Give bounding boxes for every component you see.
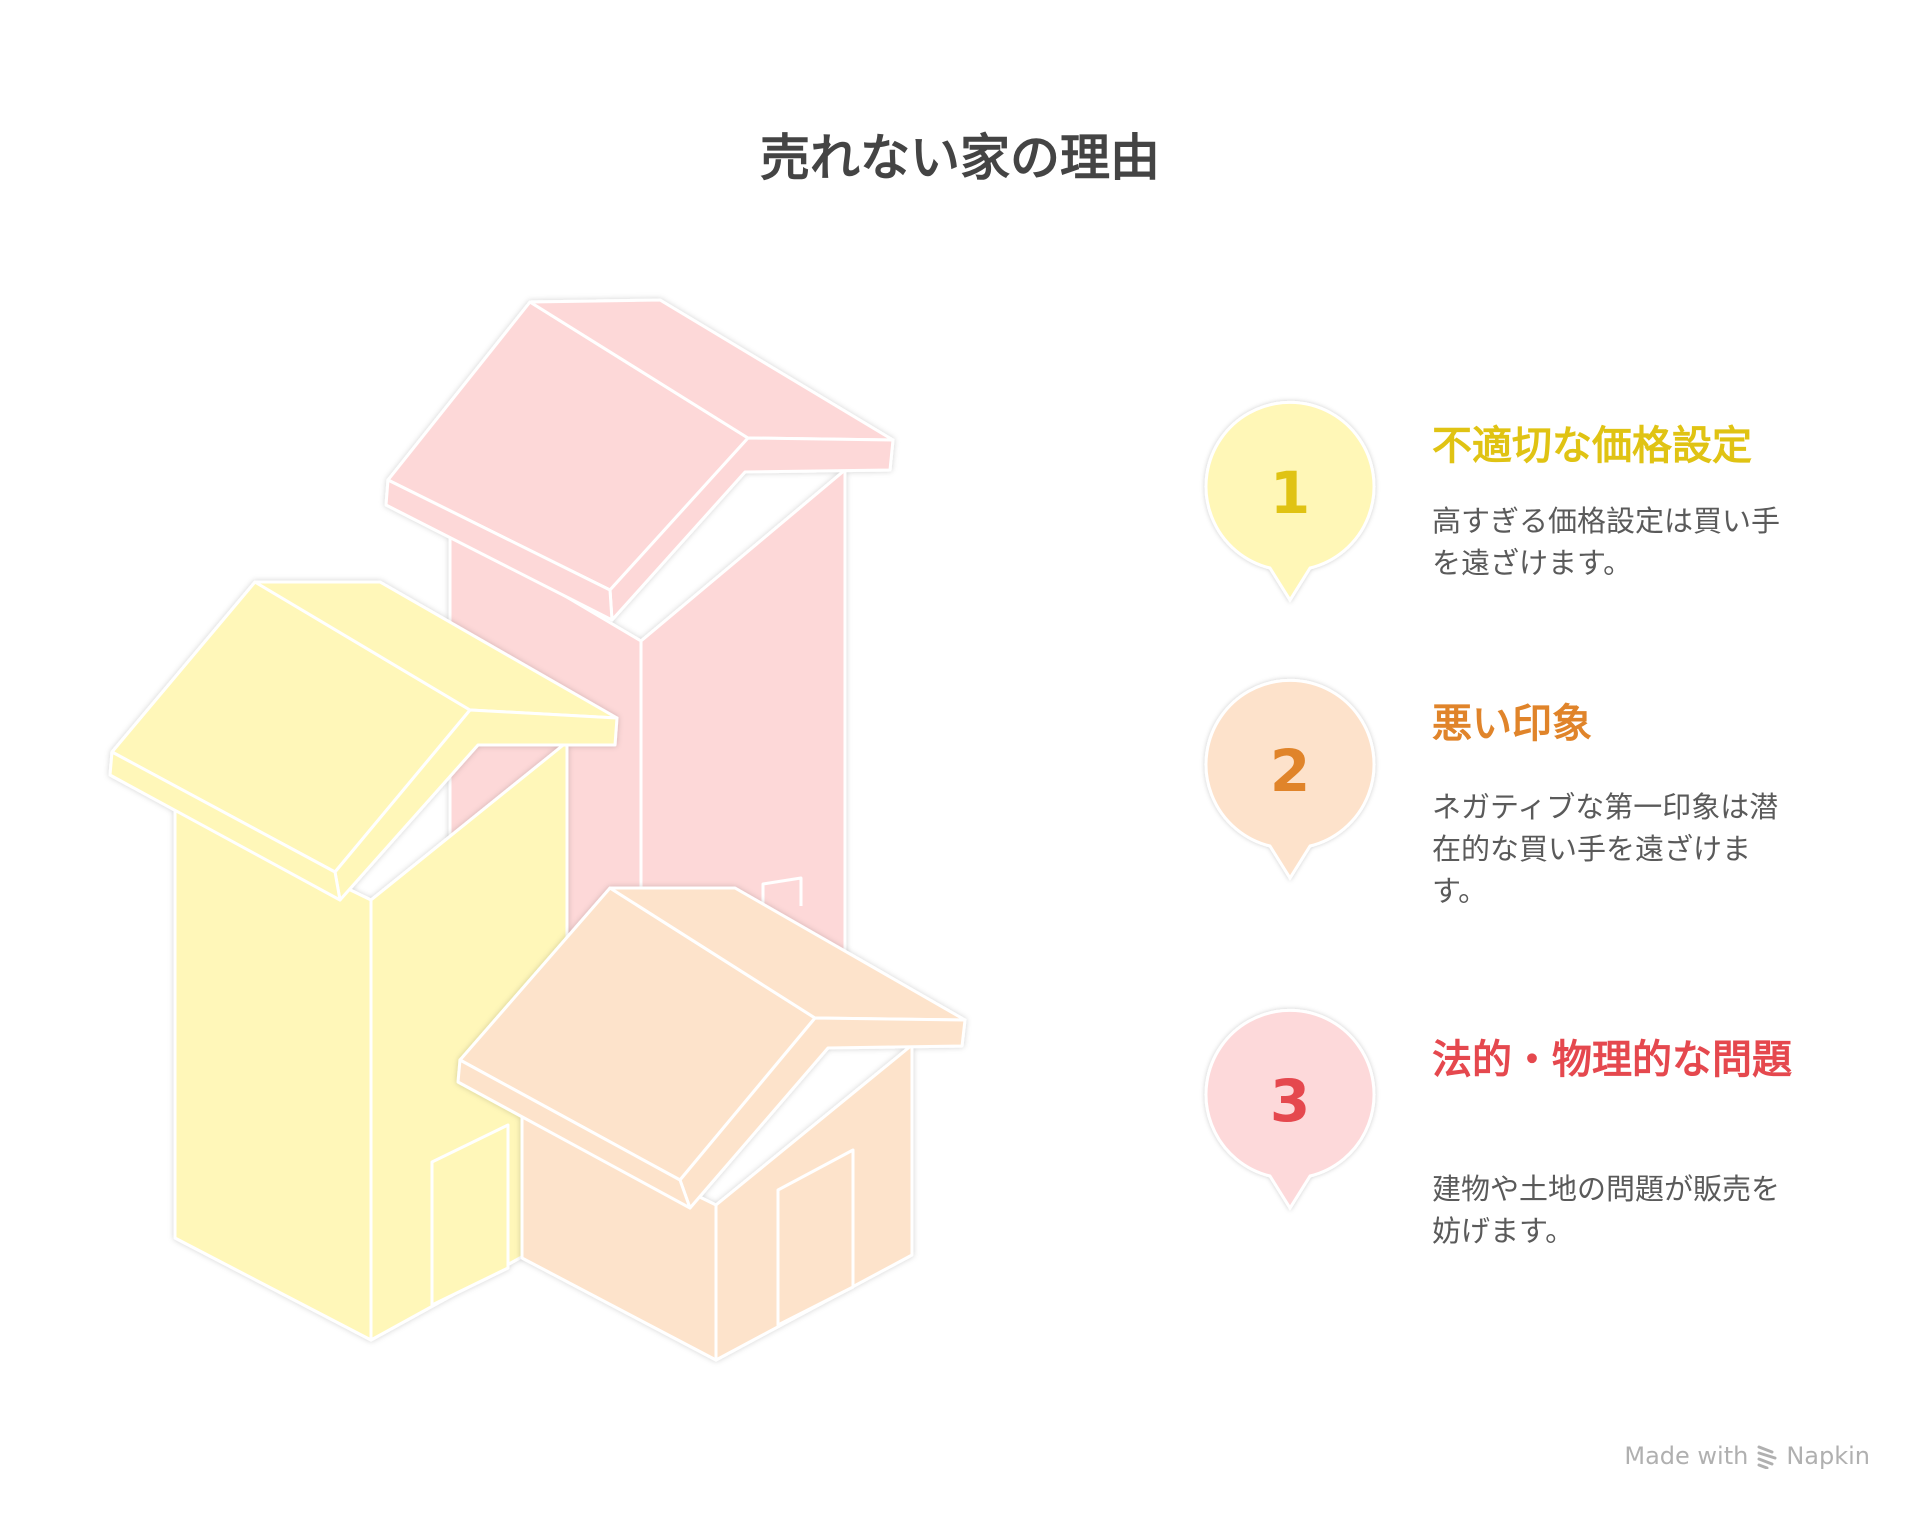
map-pin-icon — [1204, 400, 1376, 603]
item-description-1: 高すぎる価格設定は買い手を遠ざけます。 — [1432, 504, 1781, 580]
footer-brand: Napkin — [1786, 1442, 1870, 1470]
item-heading-3: 法的・物理的な問題 — [1432, 1037, 1792, 1083]
map-pin-icon — [1204, 1008, 1376, 1211]
map-pin-icon — [1204, 678, 1376, 881]
yellow-house — [108, 580, 619, 1342]
pin-number-1: 1 — [1269, 459, 1311, 527]
pin-1 — [1204, 400, 1376, 603]
item-description-3: 建物や土地の問題が販売を妨げます。 — [1432, 1172, 1781, 1248]
pin-2 — [1204, 678, 1376, 881]
item-heading-1: 不適切な価格設定 — [1432, 423, 1752, 469]
page-title: 売れない家の理由 — [760, 129, 1160, 187]
footer-attribution: Made with Napkin — [1624, 1442, 1870, 1470]
item-description-2: ネガティブな第一印象は潜在的な買い手を遠ざけます。 — [1432, 790, 1779, 908]
pin-3 — [1204, 1008, 1376, 1211]
pin-number-3: 3 — [1269, 1067, 1311, 1135]
item-heading-2: 悪い印象 — [1432, 701, 1592, 747]
napkin-logo-icon — [1757, 1445, 1777, 1469]
peach-house — [456, 886, 967, 1362]
pin-number-2: 2 — [1269, 737, 1311, 805]
footer-made-with: Made with — [1624, 1442, 1749, 1470]
